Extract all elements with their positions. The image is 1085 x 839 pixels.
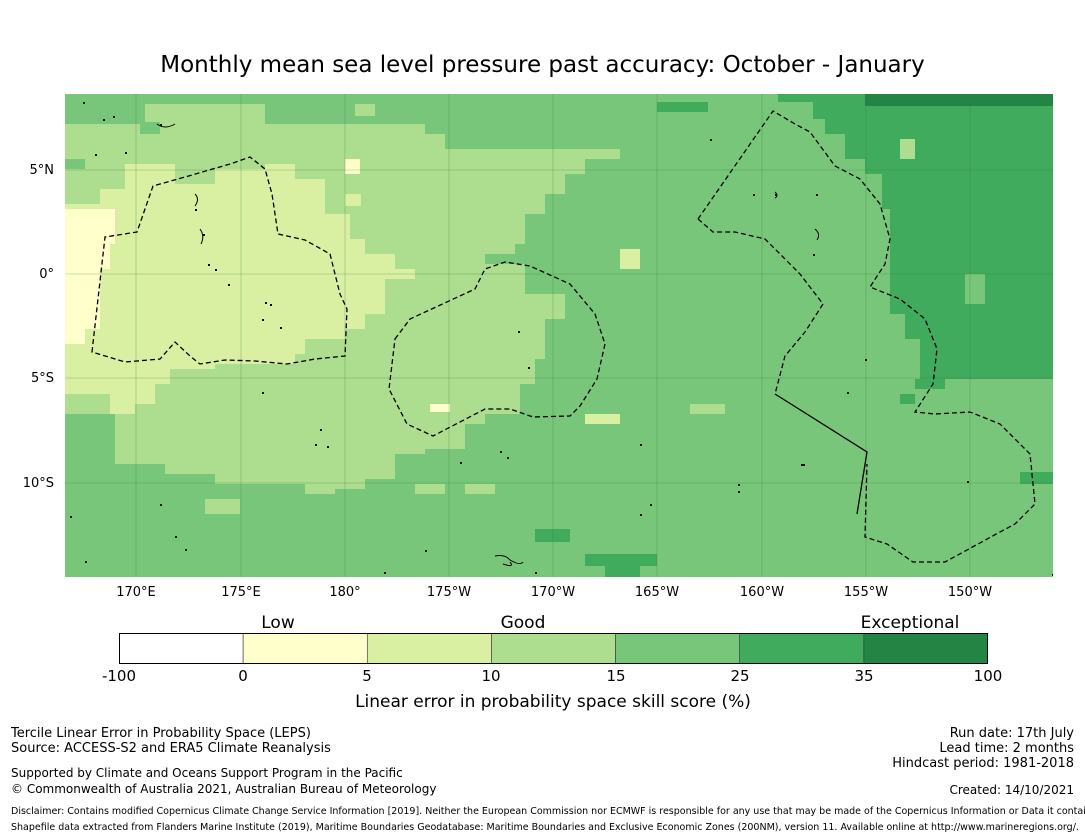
colorbar-segment xyxy=(739,633,865,664)
category-good: Good xyxy=(500,613,546,633)
copyright-text: © Commonwealth of Australia 2021, Austra… xyxy=(11,782,437,796)
created-date: Created: 14/10/2021 xyxy=(949,783,1074,797)
lat-label-5s: 5°S xyxy=(30,371,54,386)
support-text: Supported by Climate and Oceans Support … xyxy=(11,766,403,780)
source-text: Source: ACCESS-S2 and ERA5 Climate Reana… xyxy=(11,741,331,756)
colorbar-segment xyxy=(242,633,368,664)
lead-time: Lead time: 2 months xyxy=(939,741,1074,756)
lat-label-0: 0° xyxy=(39,267,54,282)
lon-label-150w: 150°W xyxy=(947,585,993,600)
category-exceptional: Exceptional xyxy=(860,613,960,633)
colorbar-tick: 0 xyxy=(238,667,248,685)
run-date: Run date: 17th July xyxy=(949,726,1074,741)
eez-boundary-line-islands xyxy=(697,110,1036,563)
category-low: Low xyxy=(261,613,295,633)
lat-label-10s: 10°S xyxy=(22,476,54,491)
eez-boundary-line-north xyxy=(697,218,824,395)
colorbar-tick: 25 xyxy=(730,667,750,685)
lon-label-160w: 160°W xyxy=(739,585,785,600)
skill-map xyxy=(65,94,1053,577)
disclaimer-copernicus: Disclaimer: Contains modified Copernicus… xyxy=(11,806,1085,817)
colorbar-segment xyxy=(615,633,741,664)
colorbar-segment xyxy=(863,633,988,664)
colorbar xyxy=(119,633,988,664)
colorbar-tick: 10 xyxy=(481,667,501,685)
colorbar-tick: -100 xyxy=(101,667,137,685)
maritime-boundary-solid xyxy=(774,393,868,515)
colorbar-segment xyxy=(119,633,244,664)
lon-label-170w: 170°W xyxy=(530,585,576,600)
colorbar-segment xyxy=(491,633,616,664)
colorbar-tick: 35 xyxy=(854,667,874,685)
colorbar-label: Linear error in probability space skill … xyxy=(355,692,751,712)
colorbar-tick: 5 xyxy=(362,667,372,685)
lon-label-180: 180° xyxy=(329,585,361,600)
lon-label-155w: 155°W xyxy=(843,585,889,600)
map-title: Monthly mean sea level pressure past acc… xyxy=(160,52,925,78)
method-text: Tercile Linear Error in Probability Spac… xyxy=(11,726,311,741)
disclaimer-shapefile: Shapefile data extracted from Flanders M… xyxy=(11,822,1079,833)
eez-boundary-tuvalu-kiribati-west xyxy=(91,156,348,365)
lon-label-175w: 175°W xyxy=(426,585,472,600)
eez-boundary-phoenix xyxy=(388,261,606,437)
lon-label-165w: 165°W xyxy=(634,585,680,600)
lat-label-5n: 5°N xyxy=(29,163,55,178)
colorbar-segment xyxy=(366,633,492,664)
lon-label-170e: 170°E xyxy=(116,585,156,600)
lon-label-175e: 175°E xyxy=(221,585,261,600)
hindcast-period: Hindcast period: 1981-2018 xyxy=(892,756,1074,771)
colorbar-tick: 100 xyxy=(973,667,1003,685)
colorbar-tick: 15 xyxy=(606,667,626,685)
